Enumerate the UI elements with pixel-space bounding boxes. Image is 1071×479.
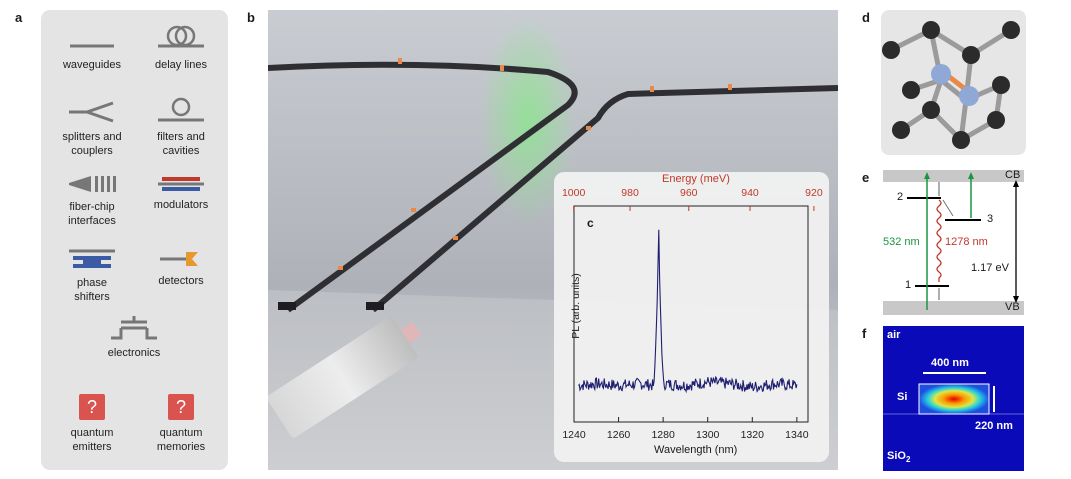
component-label: fiber-chip interfaces	[68, 201, 116, 227]
component-label: modulators	[153, 199, 209, 211]
sio2-label: SiO2	[887, 450, 910, 464]
level-3-label: 3	[987, 213, 994, 225]
component-waveguides: waveguides	[49, 40, 135, 72]
ring-filter-icon	[158, 97, 204, 122]
mode-profile-panel: air Si 400 nm 220 nm SiO2	[883, 326, 1024, 471]
component-delay-lines: delay lines	[139, 24, 223, 72]
component-label: detectors	[158, 275, 204, 287]
component-label: electronics	[107, 347, 161, 359]
top-tick-label: 960	[680, 187, 698, 199]
spectrum-line	[578, 229, 798, 394]
component-library-panel: waveguides delay lines splitters and cou…	[41, 10, 228, 470]
component-label: delay lines	[155, 59, 207, 71]
pump-wavelength-label: 532 nm	[883, 236, 920, 248]
transistor-icon	[111, 316, 157, 340]
si-label: Si	[897, 391, 908, 403]
fiber-interface-icon	[69, 176, 116, 192]
component-filters: filters and cavities	[139, 96, 223, 158]
panel-label-e: e	[862, 170, 870, 185]
waveguide-icon	[70, 44, 114, 48]
phase-shifter-icon	[69, 249, 115, 268]
detector-icon	[160, 252, 198, 266]
top-tick-label: 980	[621, 187, 639, 199]
component-label: quantum emitters	[70, 427, 114, 453]
air-label: air	[887, 329, 901, 341]
x-tick-label: 1300	[696, 429, 720, 441]
component-detectors: detectors	[139, 250, 223, 288]
pl-spectrum-chart: 1240 1260 1280 1300 1320 1340 1000 980 960 940 920	[562, 187, 823, 441]
height-label: 220 nm	[975, 420, 1013, 432]
component-label: waveguides	[62, 59, 122, 71]
splitter-icon	[69, 101, 114, 123]
component-label: filters and cavities	[157, 131, 205, 157]
component-phase-shifters: phase shifters	[49, 248, 135, 304]
component-electronics: electronics	[91, 314, 177, 360]
cb-label: CB	[1005, 169, 1021, 181]
mode-profile-map	[883, 326, 1024, 471]
x-tick-label: 1320	[741, 429, 765, 441]
modulator-icon	[158, 177, 204, 191]
component-modulators: modulators	[139, 176, 223, 212]
crystal-structure-render	[881, 10, 1026, 155]
question-icon: ?	[79, 394, 105, 420]
x-tick-label: 1240	[562, 429, 586, 441]
panel-label-b: b	[247, 10, 255, 25]
component-quantum-memories: ? quantum memories	[139, 394, 223, 454]
level-scheme	[883, 170, 1024, 315]
emission-wavelength-label: 1278 nm	[945, 236, 988, 248]
component-splitters: splitters and couplers	[49, 100, 135, 158]
top-tick-label: 920	[805, 187, 823, 199]
panel-label-d: d	[862, 10, 870, 25]
panel-label-c: c	[587, 216, 594, 230]
level-2-label: 2	[897, 191, 904, 203]
pl-spectrum-inset: c Energy (meV) Wavelength (nm) PL (arb. …	[554, 172, 829, 462]
width-label: 400 nm	[931, 357, 969, 369]
x-tick-label: 1280	[651, 429, 675, 441]
vb-label: VB	[1005, 301, 1020, 313]
x-axis-label: Wavelength (nm)	[654, 444, 738, 456]
question-icon: ?	[168, 394, 194, 420]
x-tick-label: 1260	[607, 429, 631, 441]
energy-level-diagram: CB VB 2 3 1 532 nm 1278 nm 1.17 eV	[883, 169, 1024, 315]
component-label: splitters and couplers	[62, 131, 122, 157]
sio2-subscript: 2	[905, 455, 911, 465]
plot-frame	[573, 205, 809, 423]
level-1-label: 1	[905, 279, 912, 291]
top-tick-label: 940	[741, 187, 759, 199]
bandgap-label: 1.17 eV	[971, 262, 1009, 274]
top-tick-label: 1000	[562, 187, 586, 199]
top-axis-label: Energy (meV)	[662, 173, 730, 185]
x-tick-label: 1340	[785, 429, 809, 441]
panel-label-a: a	[15, 10, 23, 25]
lattice-illustration	[882, 21, 1020, 149]
sio2-text: SiO	[887, 450, 906, 462]
component-fiber-chip: fiber-chip interfaces	[49, 174, 135, 228]
component-label: quantum memories	[156, 427, 206, 453]
component-label: phase shifters	[74, 277, 110, 303]
component-quantum-emitters: ? quantum emitters	[49, 394, 135, 454]
panel-label-f: f	[862, 326, 867, 341]
delay-line-icon	[158, 25, 204, 48]
